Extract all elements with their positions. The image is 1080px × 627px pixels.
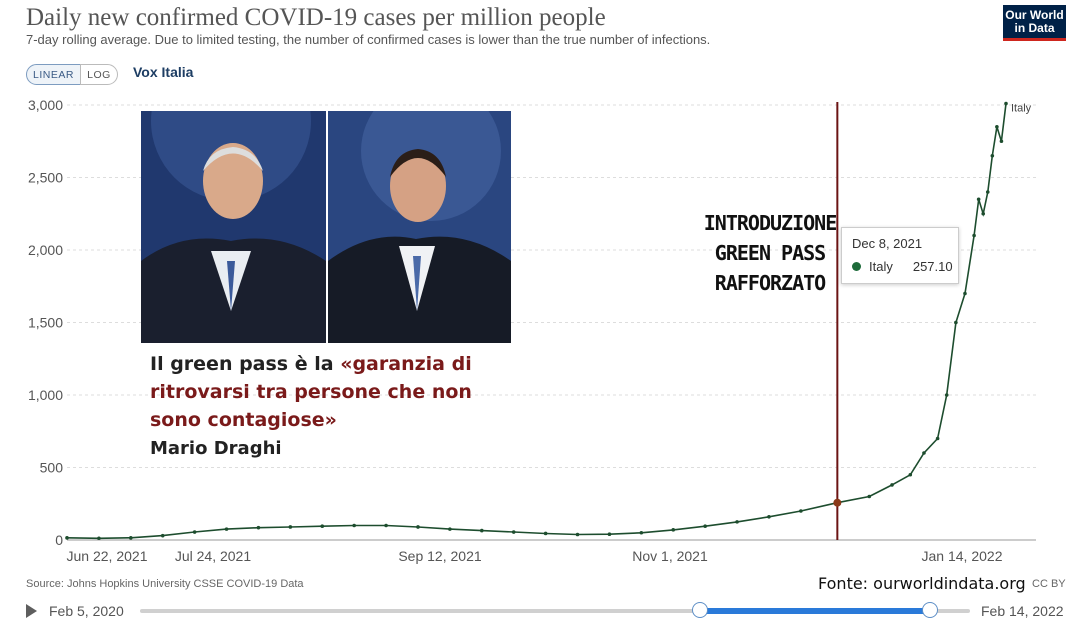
annotation-line-3: RAFFORZATO [714,271,826,295]
data-point [543,531,548,536]
data-point [639,530,644,535]
tooltip-series: Italy [869,259,893,274]
data-point [981,211,986,216]
fonte-text: Fonte: ourworldindata.org [818,574,1026,593]
y-tick-label: 0 [55,532,63,548]
logo-line-1: Our World [1005,8,1064,22]
y-tick-label: 500 [40,460,64,476]
timeline-start-label: Feb 5, 2020 [49,603,124,619]
quote-highlight: «garanzia di ritrovarsi tra persone che … [150,353,472,431]
series-dot-icon [852,262,861,271]
data-point [575,532,580,537]
quote-plain: Il green pass è la [150,353,341,375]
log-scale-button[interactable]: LOG [80,64,118,85]
data-point [480,528,484,533]
timeline-selected-range[interactable] [700,608,930,614]
data-point [160,533,165,538]
data-point [999,139,1004,144]
data-point [963,291,967,296]
y-tick-label: 3,000 [28,97,63,113]
logo-line-2: in Data [1014,21,1055,35]
photo-illustration [141,111,511,343]
data-point [416,525,420,529]
annotation-line-2: GREEN PASS [714,241,826,265]
x-tick-label: Jul 24, 2021 [175,548,251,564]
data-point [944,393,949,397]
timeline-end-label: Feb 14, 2022 [981,603,1064,619]
timeline-end-handle[interactable] [922,602,938,618]
data-point [890,483,894,487]
y-tick-label: 2,000 [28,242,63,258]
source-link[interactable]: Source: Johns Hopkins University CSSE CO… [26,578,304,590]
timeline-start-handle[interactable] [692,602,708,618]
owid-logo[interactable]: Our World in Data [1003,5,1066,41]
data-point [976,197,981,202]
data-point [352,523,356,528]
data-point [703,524,707,529]
data-point [867,494,872,499]
x-tick-label: Jan 14, 2022 [922,548,1003,564]
data-tooltip: Dec 8, 2021 Italy 257.10 [841,227,959,284]
series-label-italy: Italy [1011,103,1032,115]
data-point [256,525,261,530]
y-tick-label: 2,500 [28,170,63,186]
data-point [767,515,771,519]
annotation-text: INTRODUZIONE GREEN PASS RAFFORZATO [690,208,850,298]
x-tick-label: Sep 12, 2021 [398,548,482,564]
data-point [607,532,612,536]
highlighted-point [833,498,842,507]
data-point [954,320,958,325]
x-tick-label: Nov 1, 2021 [632,548,708,564]
data-point [129,536,133,540]
data-point [320,524,325,529]
data-point [995,124,999,129]
data-point [192,530,197,534]
timeline-track[interactable] [140,609,970,613]
x-tick-label: Jun 22, 2021 [67,548,148,564]
y-tick-label: 1,000 [28,387,63,403]
tooltip-value: 257.10 [912,259,953,274]
data-point [972,233,976,238]
data-point [985,190,990,194]
annotation-line-1: INTRODUZIONE [703,211,838,235]
data-point [65,536,69,540]
data-point [922,451,926,455]
data-point [288,525,293,529]
data-point [97,536,101,541]
y-axis-ticks: 0 500 1,000 1,500 2,000 2,500 3,000 [28,97,63,548]
data-point [384,523,388,528]
gridlines [67,104,1036,541]
data-point [990,153,995,158]
data-point [511,530,516,534]
data-point [735,520,739,524]
data-point [935,436,940,441]
series-points [65,101,1008,541]
entity-label[interactable]: Vox Italia [133,64,194,80]
x-axis-ticks: Jun 22, 2021 Jul 24, 2021 Sep 12, 2021 Nov … [67,548,1003,564]
data-point [448,527,452,531]
chart-subtitle: 7-day rolling average. Due to limited te… [26,32,711,47]
tooltip-date: Dec 8, 2021 [852,236,923,251]
data-point [908,472,913,477]
data-point [671,528,676,532]
data-point [799,509,803,513]
quote-text: Il green pass è la «garanzia di ritrovar… [150,350,480,434]
chart-title: Daily new confirmed COVID-19 cases per m… [26,4,606,31]
data-point [224,527,229,531]
data-point [1004,101,1008,106]
quote-author: Mario Draghi [150,438,282,459]
license-link[interactable]: CC BY [1032,578,1066,590]
tooltip-row: Italy 257.10 [852,259,953,274]
y-tick-label: 1,500 [28,315,63,331]
press-photo [141,111,511,343]
play-icon[interactable] [26,604,37,618]
